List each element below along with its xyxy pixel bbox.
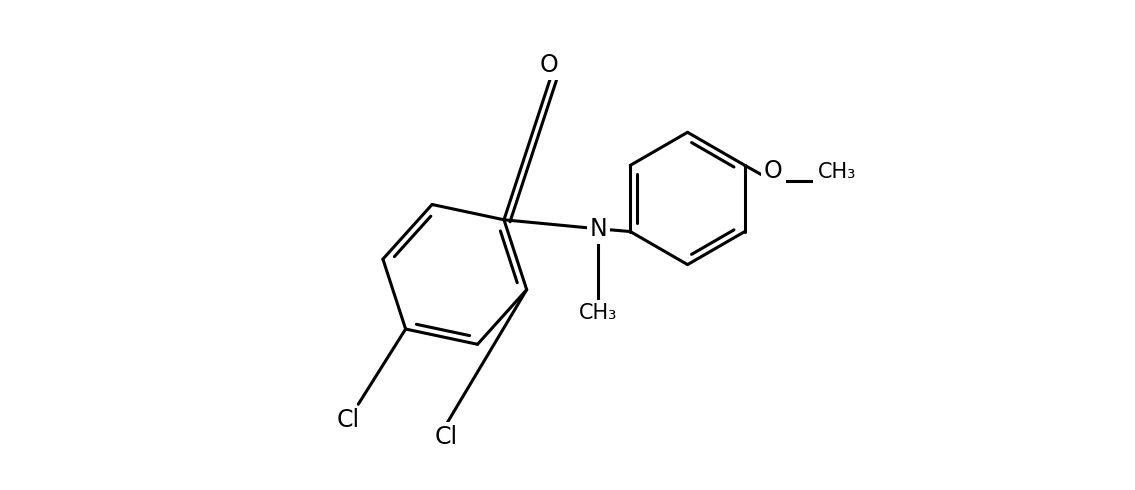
Text: CH₃: CH₃ xyxy=(817,162,856,181)
Text: CH₃: CH₃ xyxy=(579,303,617,322)
Text: O: O xyxy=(764,160,783,183)
Text: O: O xyxy=(539,53,558,76)
Text: Cl: Cl xyxy=(435,425,457,449)
Text: Cl: Cl xyxy=(336,409,360,432)
Text: N: N xyxy=(589,217,607,241)
